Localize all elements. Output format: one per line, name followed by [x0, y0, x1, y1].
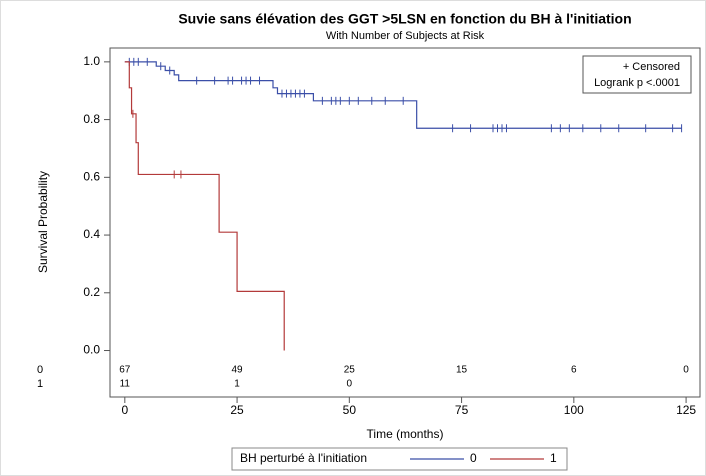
at-risk-count: 25 — [344, 365, 356, 376]
at-risk-count: 0 — [683, 365, 689, 376]
x-axis-label: Time (months) — [367, 427, 444, 441]
at-risk-count: 67 — [119, 365, 131, 376]
survival-curve — [124, 61, 285, 351]
at-risk-count: 1 — [234, 379, 240, 390]
x-tick-label: 125 — [676, 403, 696, 417]
x-tick-label: 0 — [121, 403, 128, 417]
y-tick-label: 0.4 — [83, 227, 100, 241]
x-tick-label: 25 — [230, 403, 244, 417]
y-tick-label: 0.2 — [83, 285, 100, 299]
legend-title: BH perturbé à l'initiation — [240, 451, 367, 465]
at-risk-group: 0 — [37, 364, 43, 376]
plot-frame — [109, 47, 701, 398]
at-risk-group: 1 — [37, 378, 43, 390]
chart-subtitle: With Number of Subjects at Risk — [326, 30, 485, 42]
x-tick-label: 50 — [343, 403, 357, 417]
chart-title: Suvie sans élévation des GGT >5LSN en fo… — [178, 11, 631, 27]
x-tick-label: 100 — [564, 403, 584, 417]
at-risk-count: 15 — [456, 365, 468, 376]
y-tick-label: 0.6 — [83, 169, 100, 183]
legend-box — [231, 447, 568, 471]
censored-note: + Censored — [623, 61, 680, 73]
at-risk-count: 11 — [120, 379, 131, 390]
y-axis-label: Survival Probability — [36, 171, 50, 273]
at-risk-count: 49 — [232, 365, 244, 376]
x-tick-label: 75 — [455, 403, 469, 417]
logrank-note: Logrank p <.0001 — [594, 77, 680, 89]
at-risk-count: 6 — [571, 365, 577, 376]
y-tick-label: 0.8 — [83, 112, 100, 126]
survival-curve — [124, 61, 682, 129]
y-tick-label: 1.0 — [83, 54, 100, 68]
legend-label: 0 — [470, 451, 477, 465]
at-risk-count: 0 — [347, 379, 353, 390]
y-tick-label: 0.0 — [83, 343, 100, 357]
inset-box — [582, 55, 692, 94]
legend-label: 1 — [550, 451, 557, 465]
